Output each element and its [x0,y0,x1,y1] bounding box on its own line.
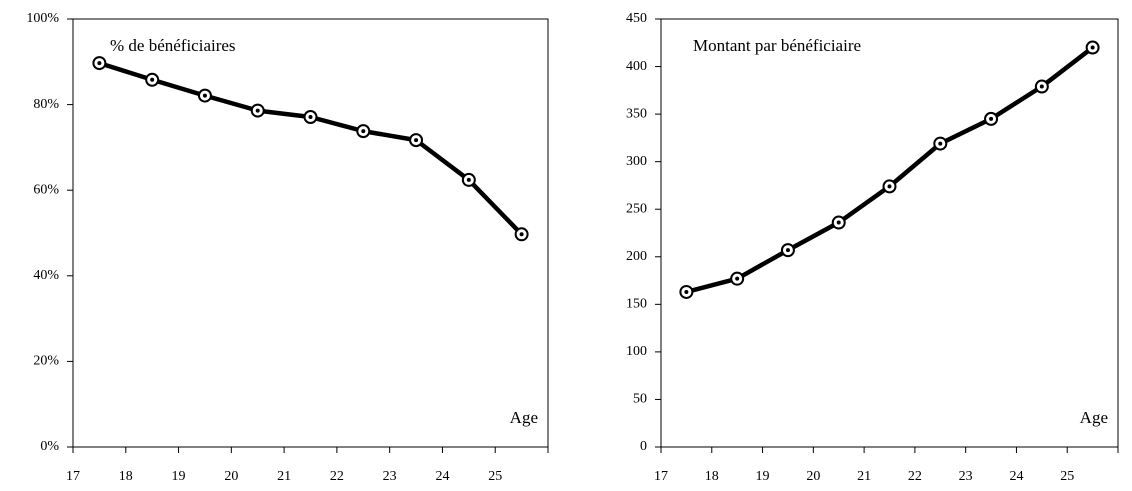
annotation: % de bénéficiaires [110,36,236,55]
data-point-dot [150,77,155,82]
y-tick-label: 250 [626,201,647,216]
x-axis-label: Age [510,408,538,427]
data-point-dot [836,220,841,225]
data-line [685,45,1094,295]
data-point-dot [97,61,102,66]
y-tick-label: 50 [633,392,647,407]
data-point-dot [308,115,313,120]
data-point-dot [1090,45,1095,50]
data-point-dot [735,276,740,281]
data-point-dot [938,141,943,146]
x-tick-label: 20 [806,469,820,484]
x-tick-label: 19 [172,469,186,484]
data-point-dot [466,177,471,182]
y-tick-label: 350 [626,106,647,121]
y-tick-label: 20% [33,354,59,369]
y-tick-label: 0 [640,439,647,454]
x-tick-label: 18 [119,469,133,484]
x-tick-label: 17 [654,469,668,484]
data-point-dot [519,232,524,237]
y-tick-label: 200 [626,249,647,264]
y-tick-label: 0% [40,439,59,454]
x-tick-label: 20 [224,469,238,484]
data-point-dot [414,138,419,143]
x-tick-label: 19 [756,469,770,484]
x-tick-label: 24 [1009,469,1023,484]
data-point-dot [684,289,689,294]
x-tick-label: 22 [330,469,344,484]
x-tick-label: 22 [908,469,922,484]
data-point-dot [989,116,994,121]
x-tick-label: 17 [66,469,80,484]
y-tick-label: 100 [626,344,647,359]
y-tick-label: 400 [626,59,647,74]
y-tick-label: 80% [33,97,59,112]
x-axis-label: Age [1080,408,1108,427]
x-tick-label: 23 [959,469,973,484]
data-point-dot [255,108,260,113]
data-point-dot [887,184,892,189]
data-point-dot [361,129,366,134]
plot-frame [72,18,549,448]
x-tick-label: 25 [488,469,502,484]
x-tick-label: 21 [277,469,291,484]
x-tick-label: 18 [705,469,719,484]
data-point-dot [785,248,790,253]
x-tick-label: 24 [435,469,449,484]
x-tick-label: 25 [1060,469,1074,484]
data-point-dot [1039,84,1044,89]
plot-frame [660,18,1119,448]
y-tick-label: 100% [26,11,59,26]
y-tick-label: 300 [626,154,647,169]
y-tick-label: 40% [33,268,59,283]
data-point-dot [202,93,207,98]
y-tick-label: 60% [33,182,59,197]
y-tick-label: 450 [626,11,647,26]
x-tick-label: 21 [857,469,871,484]
x-tick-label: 23 [383,469,397,484]
data-line [98,60,524,236]
y-tick-label: 150 [626,297,647,312]
annotation: Montant par bénéficiaire [693,36,861,55]
